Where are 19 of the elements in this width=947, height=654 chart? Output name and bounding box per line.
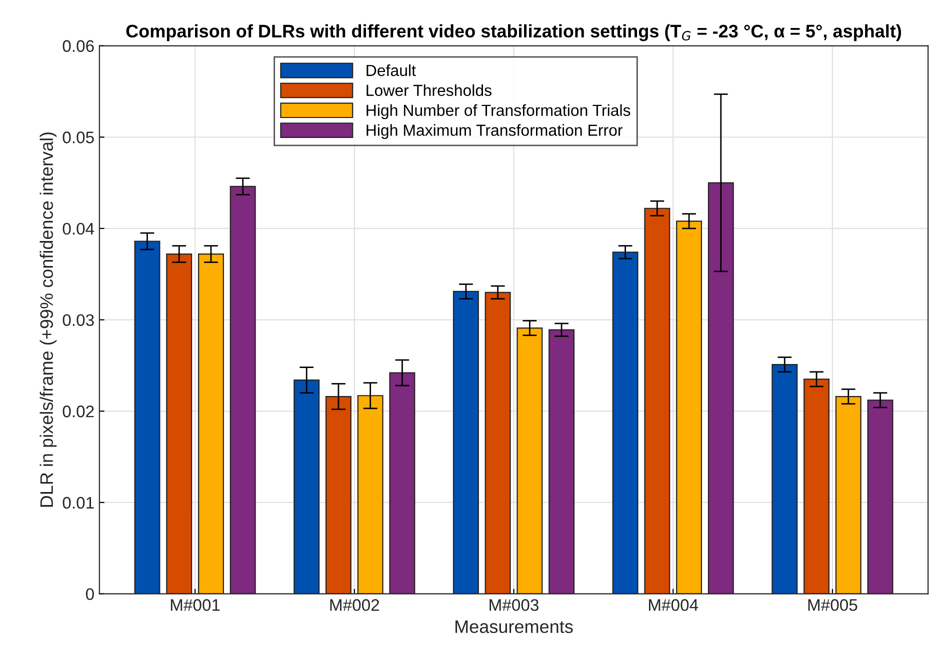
- chart-title: Comparison of DLRs with different video stabilization settings (T$_{G}$ = -23 °C, α = 5°, asphalt): [126, 24, 902, 42]
- legend-label: Lower Thresholds: [366, 84, 492, 96]
- legend-label: High Number of Transformation Trials: [366, 104, 630, 120]
- y-tick-label: 0.06: [62, 40, 94, 52]
- y-tick-label: 0: [86, 588, 94, 600]
- y-tick-label: 0.03: [62, 314, 94, 326]
- x-tick-label: M#003: [490, 599, 538, 611]
- x-tick-label: M#005: [808, 599, 858, 611]
- y-tick-label: 0.05: [62, 132, 94, 144]
- y-tick-label: 0.01: [62, 496, 94, 509]
- x-tick-label: M#001: [170, 599, 220, 611]
- x-tick-label: M#004: [648, 599, 698, 611]
- legend-label: High Maximum Transformation Error: [366, 124, 623, 140]
- y-tick-label: 0.02: [62, 406, 94, 418]
- y-axis-title: DLR in pixels/frame (+99% confidence interval): [40, 132, 57, 507]
- legend-label: Default: [366, 64, 416, 76]
- x-axis-title: Measurements: [456, 620, 573, 634]
- y-tick-label: 0.04: [62, 222, 94, 235]
- x-tick-label: M#002: [330, 599, 380, 611]
